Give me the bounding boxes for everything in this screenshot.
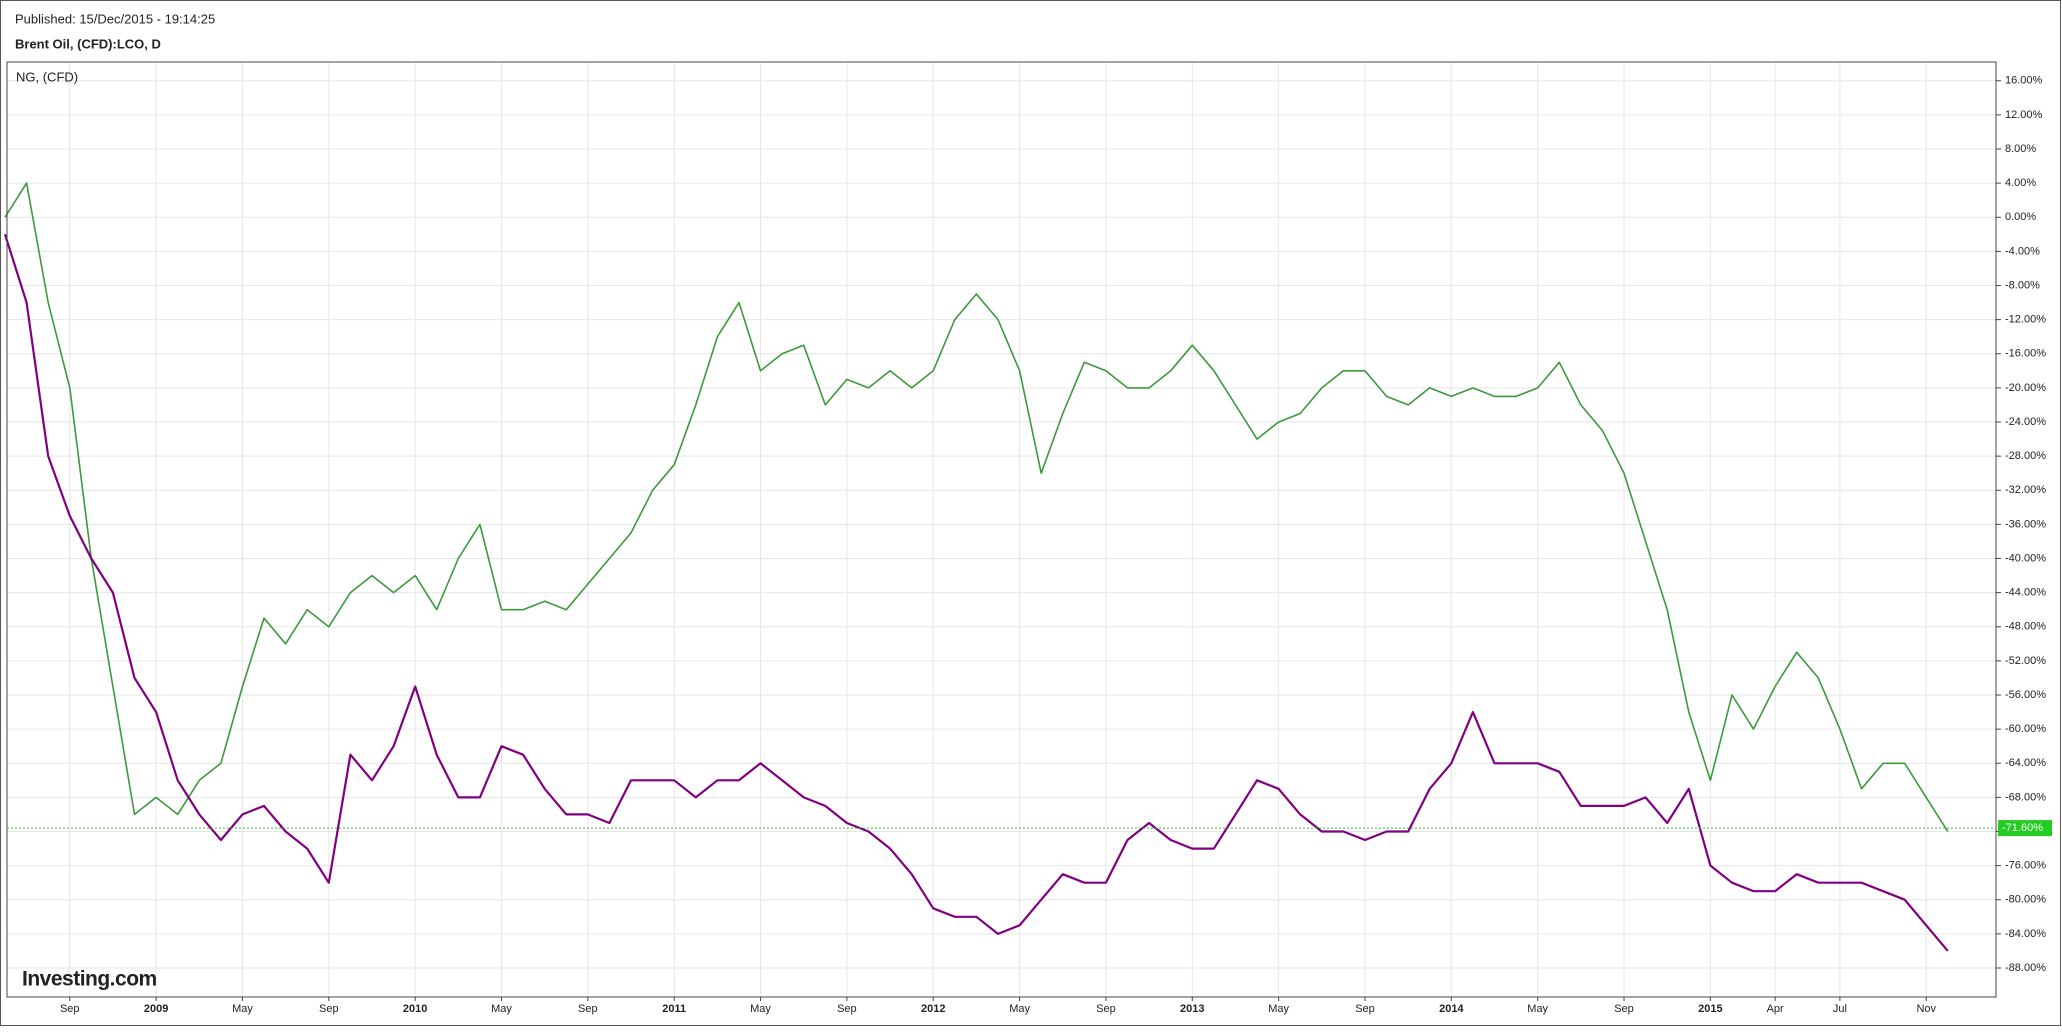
x-tick-label: 2012 [921, 1003, 945, 1015]
x-tick-label: Apr [1767, 1003, 1784, 1015]
y-tick-label: -4.00% [2005, 245, 2040, 257]
instrument-label: Brent Oil, (CFD):LCO, D [15, 36, 161, 51]
x-tick-label: Sep [1355, 1003, 1375, 1015]
y-tick-label: -36.00% [2005, 518, 2046, 530]
x-tick-label: May [1268, 1003, 1289, 1015]
x-tick-label: May [1527, 1003, 1548, 1015]
y-tick-label: -32.00% [2005, 484, 2046, 496]
published: Published: 15/Dec/2015 - 19:14:25 [15, 11, 215, 26]
y-tick-label: 0.00% [2005, 211, 2036, 223]
y-tick-label: -28.00% [2005, 450, 2046, 462]
y-tick-label: -52.00% [2005, 655, 2046, 667]
y-tick-label: -40.00% [2005, 552, 2046, 564]
x-tick-label: May [1009, 1003, 1030, 1015]
x-tick-label: Sep [837, 1003, 857, 1015]
x-tick-label: 2015 [1698, 1003, 1722, 1015]
series-label: NG, (CFD) [16, 69, 78, 84]
y-tick-label: -56.00% [2005, 689, 2046, 701]
x-tick-label: May [491, 1003, 512, 1015]
x-tick-label: Sep [319, 1003, 339, 1015]
lines [3, 182, 1949, 952]
y-tick-label: -80.00% [2005, 894, 2046, 906]
y-tick-label: -60.00% [2005, 723, 2046, 735]
y-tick-label: -12.00% [2005, 314, 2046, 326]
x-tick-label: Sep [1614, 1003, 1634, 1015]
x-tick-label: Sep [1096, 1003, 1116, 1015]
y-tick-label: -48.00% [2005, 621, 2046, 633]
y-tick-label: -8.00% [2005, 279, 2040, 291]
y-tick-label: 4.00% [2005, 177, 2036, 189]
x-tick-label: 2014 [1439, 1003, 1464, 1015]
y-tick-label: 16.00% [2005, 75, 2043, 87]
y-tick-label: -84.00% [2005, 928, 2046, 940]
x-tick-label: 2010 [403, 1003, 427, 1015]
x-tick-label: Nov [1916, 1003, 1936, 1015]
current-badge [1998, 820, 2052, 837]
x-tick-label: 2011 [662, 1003, 686, 1015]
brand-logo: Investing.com [22, 968, 157, 991]
plot-frame [6, 61, 1997, 998]
y-tick-label: -24.00% [2005, 416, 2046, 428]
x-tick-label: May [232, 1003, 253, 1015]
y-tick-label: -20.00% [2005, 382, 2046, 394]
x-tick-label: May [750, 1003, 771, 1015]
series-line [4, 182, 1949, 832]
x-tick-label: 2009 [144, 1003, 168, 1015]
current-label: -71.60% [2002, 822, 2043, 834]
x-tick-label: Sep [578, 1003, 598, 1015]
grid [7, 62, 1996, 997]
y-tick-label: -88.00% [2005, 962, 2046, 974]
x-tick-label: 2013 [1180, 1003, 1204, 1015]
y-tick-label: -64.00% [2005, 757, 2046, 769]
y-tick-label: -68.00% [2005, 791, 2046, 803]
y-tick-label: -44.00% [2005, 587, 2046, 599]
y-tick-label: 8.00% [2005, 143, 2036, 155]
series-line [3, 233, 1949, 952]
y-tick-label: -76.00% [2005, 860, 2046, 872]
x-tick-label: Jul [1833, 1003, 1847, 1015]
y-tick-label: -16.00% [2005, 348, 2046, 360]
x-tick-label: Sep [60, 1003, 80, 1015]
y-tick-label: 12.00% [2005, 109, 2043, 121]
